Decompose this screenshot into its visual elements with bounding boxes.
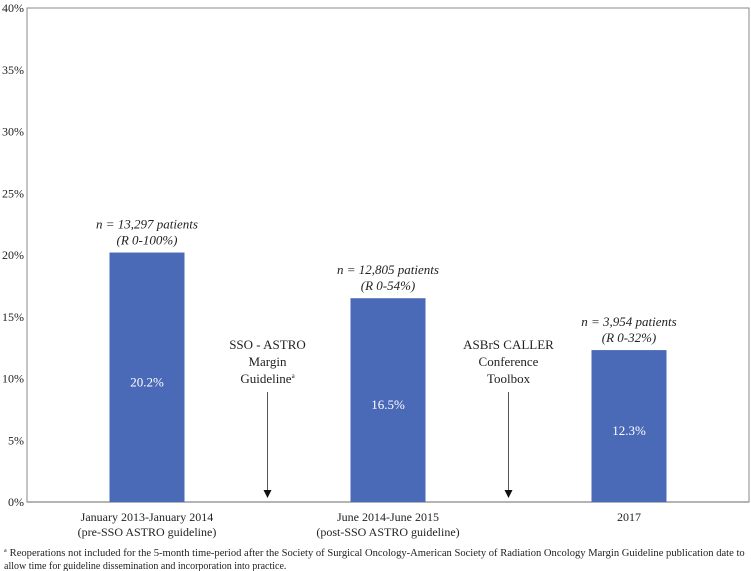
y-tick-label: 35% xyxy=(2,63,24,77)
bar-value-label: 20.2% xyxy=(130,374,164,389)
y-tick-label: 15% xyxy=(2,310,24,324)
event-annotation: Guidelinea xyxy=(240,371,295,386)
event-annotation: Toolbox xyxy=(487,371,531,386)
footnote-text: Reoperations not included for the 5-mont… xyxy=(10,548,745,559)
footnote-line: allow time for guideline dissemination a… xyxy=(4,561,286,571)
x-tick-label: January 2013-January 2014 xyxy=(81,510,214,524)
x-tick-label: (pre-SSO ASTRO guideline) xyxy=(78,525,217,539)
bar-annotation: n = 12,805 patients xyxy=(337,262,439,277)
bar xyxy=(591,350,667,502)
arrow-down-icon xyxy=(504,490,513,498)
y-tick-label: 30% xyxy=(2,125,24,139)
bar xyxy=(109,252,185,502)
bar-annotation: (R 0-54%) xyxy=(361,278,416,293)
y-tick-label: 25% xyxy=(2,186,24,200)
y-tick-label: 5% xyxy=(8,433,24,447)
x-tick-label: 2017 xyxy=(617,510,641,524)
bar-annotation: n = 3,954 patients xyxy=(581,314,676,329)
x-tick-label: (post-SSO ASTRO guideline) xyxy=(316,525,459,539)
event-annotation: SSO - ASTRO xyxy=(229,337,306,352)
footnote-marker: a xyxy=(292,372,296,380)
event-annotation: ASBrS CALLER xyxy=(463,337,554,352)
bar-value-label: 12.3% xyxy=(612,423,646,438)
bar-value-label: 16.5% xyxy=(371,397,405,412)
x-tick-label: June 2014-June 2015 xyxy=(337,510,439,524)
bar-annotation: (R 0-100%) xyxy=(116,233,177,248)
bar xyxy=(350,298,426,502)
bar-annotation: n = 13,297 patients xyxy=(96,217,198,232)
event-annotation: Conference xyxy=(479,354,539,369)
y-tick-label: 10% xyxy=(2,372,24,386)
arrow-down-icon xyxy=(263,490,272,498)
bar-annotation: (R 0-32%) xyxy=(602,330,657,345)
footnote-marker: a xyxy=(4,548,7,554)
y-tick-label: 0% xyxy=(8,495,24,509)
event-annotation: Margin xyxy=(248,354,287,369)
footnote-line: a Reoperations not included for the 5-mon… xyxy=(4,548,745,559)
y-tick-label: 20% xyxy=(2,248,24,262)
y-tick-label: 40% xyxy=(2,1,24,15)
